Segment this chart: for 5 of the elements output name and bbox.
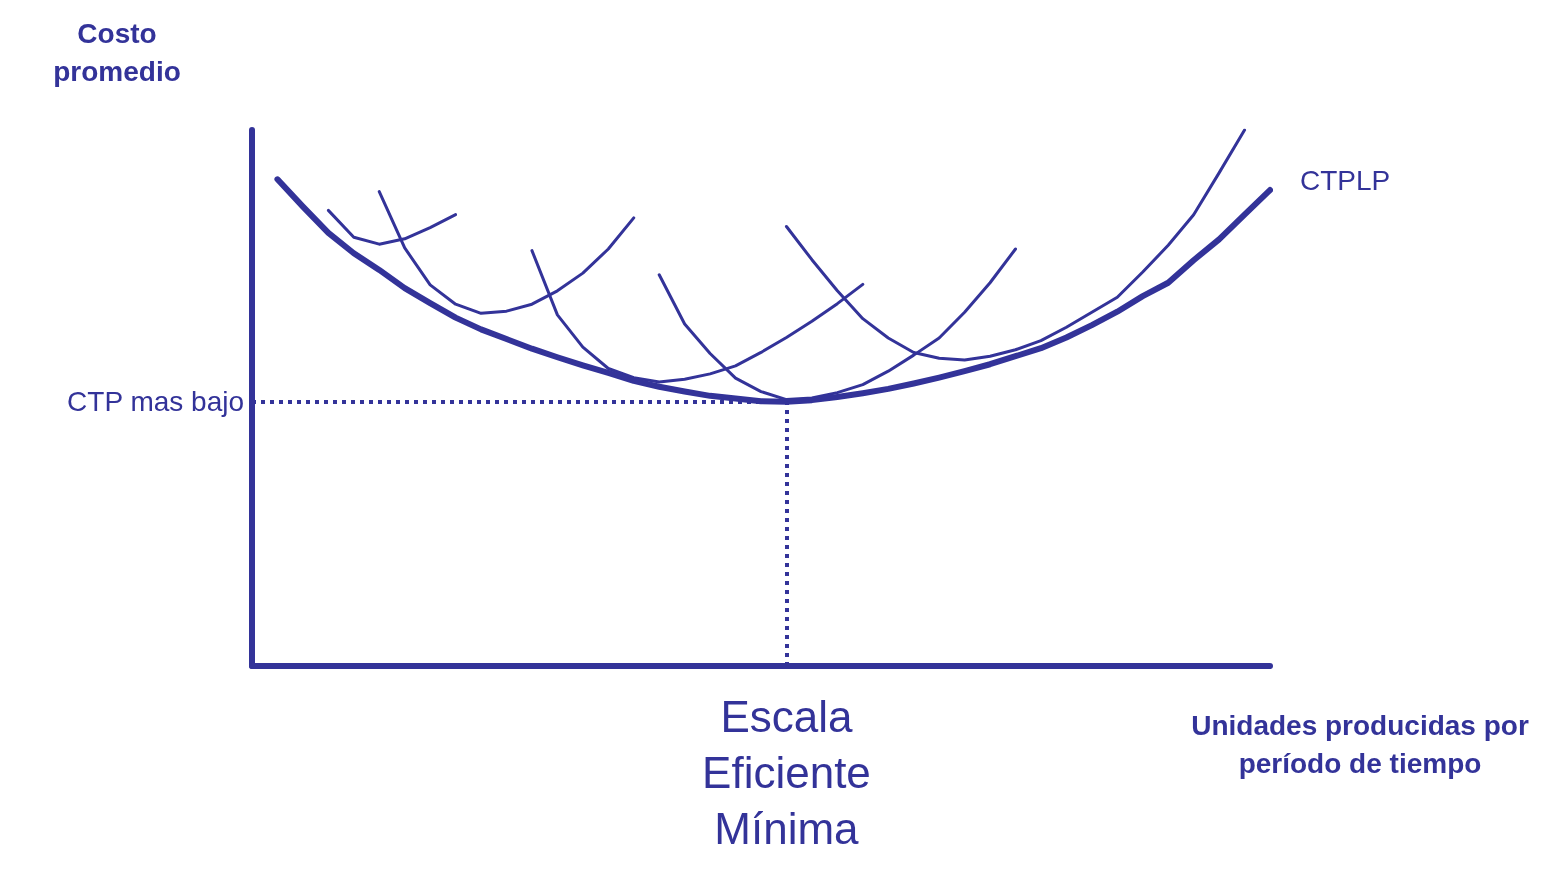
series-label: CTPLP: [1300, 164, 1391, 196]
ref-line-label: CTP mas bajo: [67, 386, 244, 418]
x-axis-title: Unidades producidas por período de tiempo: [1191, 709, 1529, 779]
y-axis-title: Costo promedio: [53, 17, 181, 87]
text: Escala Eficiente Mínima: [702, 691, 871, 853]
